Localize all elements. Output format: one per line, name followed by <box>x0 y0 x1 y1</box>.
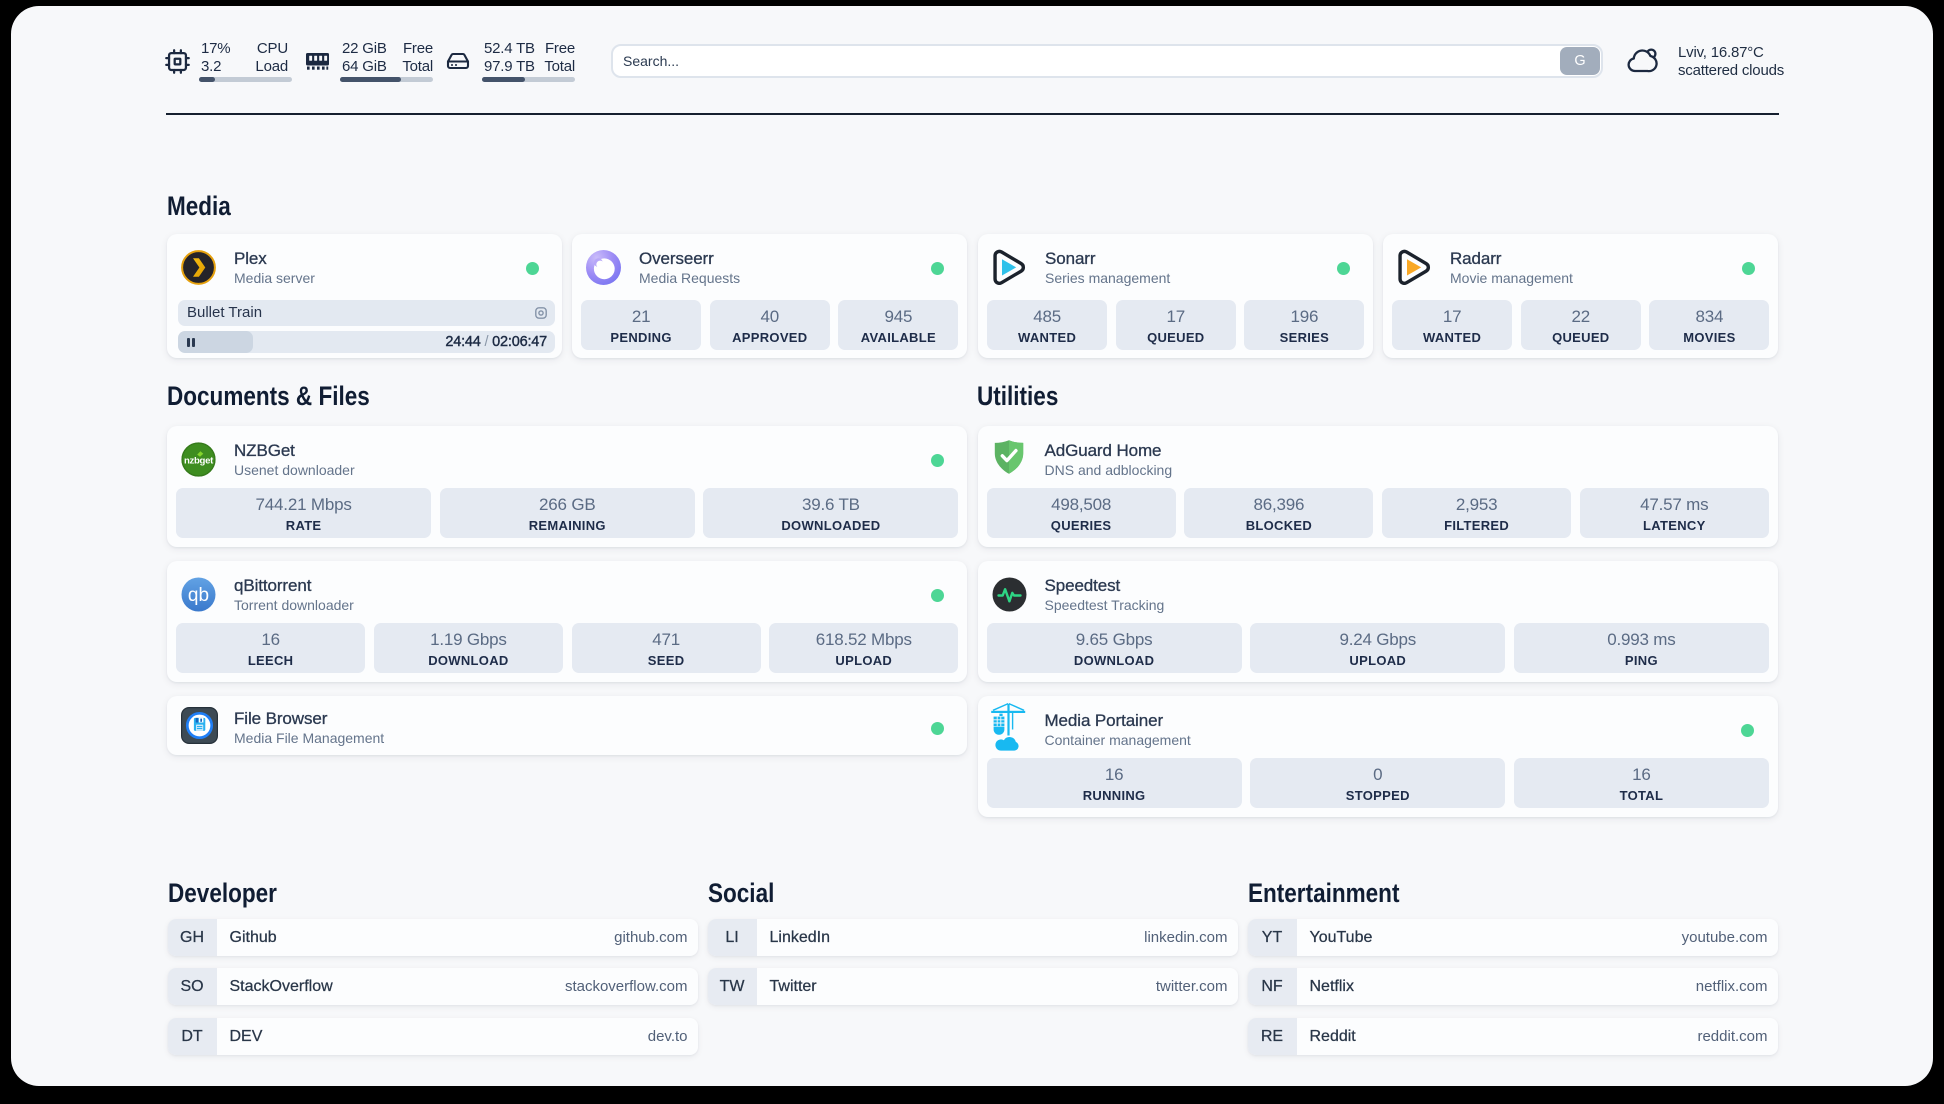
svg-text:nzbget: nzbget <box>184 456 214 467</box>
svg-text:qb: qb <box>188 585 209 606</box>
